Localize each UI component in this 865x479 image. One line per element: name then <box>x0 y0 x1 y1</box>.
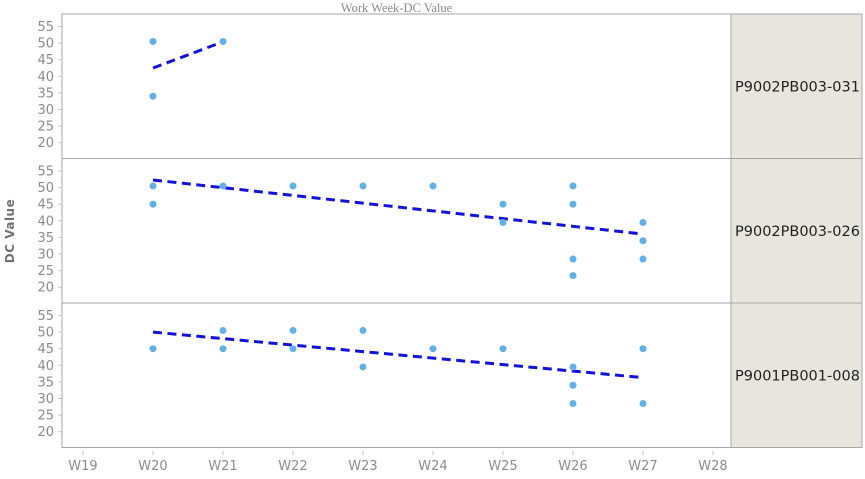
y-tick-label: 40 <box>37 359 54 374</box>
y-tick-label: 35 <box>37 231 54 246</box>
trend-line <box>152 330 644 380</box>
data-point <box>149 200 157 208</box>
data-point <box>149 37 157 45</box>
x-tick-label: W25 <box>488 459 517 474</box>
data-point <box>359 363 367 371</box>
y-tick-label: 25 <box>37 264 54 279</box>
data-point <box>219 37 227 45</box>
data-point <box>499 200 507 208</box>
data-point <box>569 182 577 190</box>
y-tick-label: 30 <box>37 103 54 118</box>
x-tick-label: W28 <box>698 459 727 474</box>
x-tick-label: W27 <box>628 459 657 474</box>
data-point <box>429 345 437 353</box>
y-tick-label: 20 <box>37 136 54 151</box>
y-tick-label: 45 <box>37 53 54 68</box>
y-tick-label: 20 <box>37 281 54 296</box>
y-tick-label: 55 <box>37 309 54 324</box>
data-point <box>639 345 647 353</box>
y-tick-label: 35 <box>37 86 54 101</box>
y-tick-label: 35 <box>37 375 54 390</box>
x-tick-label: W19 <box>68 459 97 474</box>
trend-line <box>152 40 224 70</box>
panel-label-strip <box>730 13 863 159</box>
data-point <box>499 218 507 226</box>
y-tick-label: 25 <box>37 409 54 424</box>
data-point <box>289 182 297 190</box>
data-point <box>149 182 157 190</box>
panel-label-strip <box>730 158 863 304</box>
data-point <box>219 326 227 334</box>
data-point <box>569 255 577 263</box>
x-tick-label: W23 <box>348 459 377 474</box>
x-tick-label: W21 <box>208 459 237 474</box>
data-point <box>639 218 647 226</box>
panel-label: P9002PB003-026 <box>735 224 860 240</box>
data-point <box>289 345 297 353</box>
y-tick-label: 40 <box>37 214 54 229</box>
data-point <box>149 345 157 353</box>
data-point <box>639 237 647 245</box>
x-tick-label: W24 <box>418 459 447 474</box>
y-tick-label: 25 <box>37 120 54 135</box>
y-tick-label: 45 <box>37 342 54 357</box>
panel-label-strip <box>730 302 863 448</box>
chart-title: Work Week-DC Value <box>340 1 453 15</box>
data-point <box>569 381 577 389</box>
x-tick-label: W26 <box>558 459 587 474</box>
y-tick-label: 55 <box>37 20 54 35</box>
y-tick-label: 20 <box>37 425 54 440</box>
panel-label: P9002PB003-031 <box>735 79 860 95</box>
data-point <box>569 200 577 208</box>
y-tick-label: 50 <box>37 181 54 196</box>
y-tick-label: 50 <box>37 37 54 52</box>
y-tick-label: 45 <box>37 198 54 213</box>
data-point <box>219 345 227 353</box>
data-point <box>359 182 367 190</box>
data-point <box>429 182 437 190</box>
y-tick-label: 30 <box>37 392 54 407</box>
data-point <box>289 326 297 334</box>
data-point <box>569 363 577 371</box>
panel-label: P9001PB001-008 <box>735 368 860 384</box>
x-tick-label: W20 <box>138 459 167 474</box>
data-point <box>499 345 507 353</box>
data-point <box>569 399 577 407</box>
data-point <box>639 399 647 407</box>
y-axis-title: DC Value <box>3 198 17 264</box>
y-tick-label: 40 <box>37 70 54 85</box>
data-point <box>639 255 647 263</box>
panel-plot-area <box>61 13 732 159</box>
y-tick-label: 55 <box>37 165 54 180</box>
trend-line <box>152 178 644 236</box>
data-point <box>219 182 227 190</box>
y-tick-label: 30 <box>37 248 54 263</box>
data-point <box>149 92 157 100</box>
x-tick-label: W22 <box>278 459 307 474</box>
panel-plot-area <box>61 158 732 304</box>
y-tick-label: 50 <box>37 326 54 341</box>
data-point <box>359 326 367 334</box>
data-point <box>569 272 577 280</box>
